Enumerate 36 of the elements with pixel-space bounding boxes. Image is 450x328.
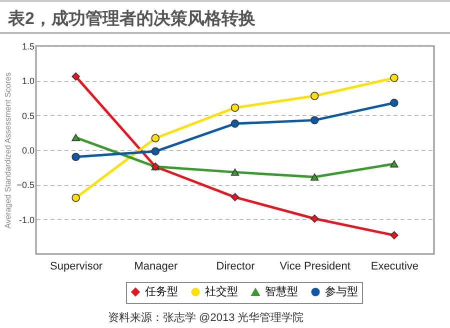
y-tick-label: 0.0 (22, 146, 34, 156)
y-tick-label: 1.0 (22, 76, 34, 86)
legend-label: 智慧型 (265, 285, 298, 298)
point (230, 168, 240, 176)
point (310, 116, 319, 124)
point (72, 72, 80, 81)
x-tick-label: Vice President (280, 260, 350, 272)
point (72, 134, 80, 142)
x-tick-label: Supervisor (50, 260, 103, 272)
point (230, 120, 240, 128)
point (151, 134, 160, 142)
x-tick-label: Manager (134, 260, 178, 272)
y-tick-label: 0.5 (22, 110, 34, 121)
point (390, 74, 398, 82)
point (310, 92, 319, 100)
point (230, 193, 240, 202)
legend-label: 参与型 (325, 284, 358, 298)
chart-title: 表2，成功管理者的决策风格转换 (8, 8, 256, 30)
point (72, 194, 80, 202)
point (390, 160, 398, 168)
point (72, 152, 80, 162)
y-axis-title: Averaged Standardized Assessment Scores (4, 72, 13, 228)
point (390, 98, 398, 107)
legend-label: 社交型 (205, 284, 238, 298)
y-tick-label: -1.0 (18, 214, 34, 225)
point (151, 147, 160, 156)
point (310, 173, 319, 181)
x-tick-label: Director (216, 260, 256, 272)
legend-label: 任务型 (144, 286, 178, 298)
text: 资料来源：张志学 @2013 光华管理学院 (108, 310, 304, 325)
point (310, 214, 319, 223)
y-tick-label: −0.5 (16, 180, 34, 190)
x-tick-label: Executive (370, 260, 419, 272)
y-tick-label: 1.5 (22, 42, 34, 52)
point (390, 231, 398, 240)
point (230, 104, 240, 112)
